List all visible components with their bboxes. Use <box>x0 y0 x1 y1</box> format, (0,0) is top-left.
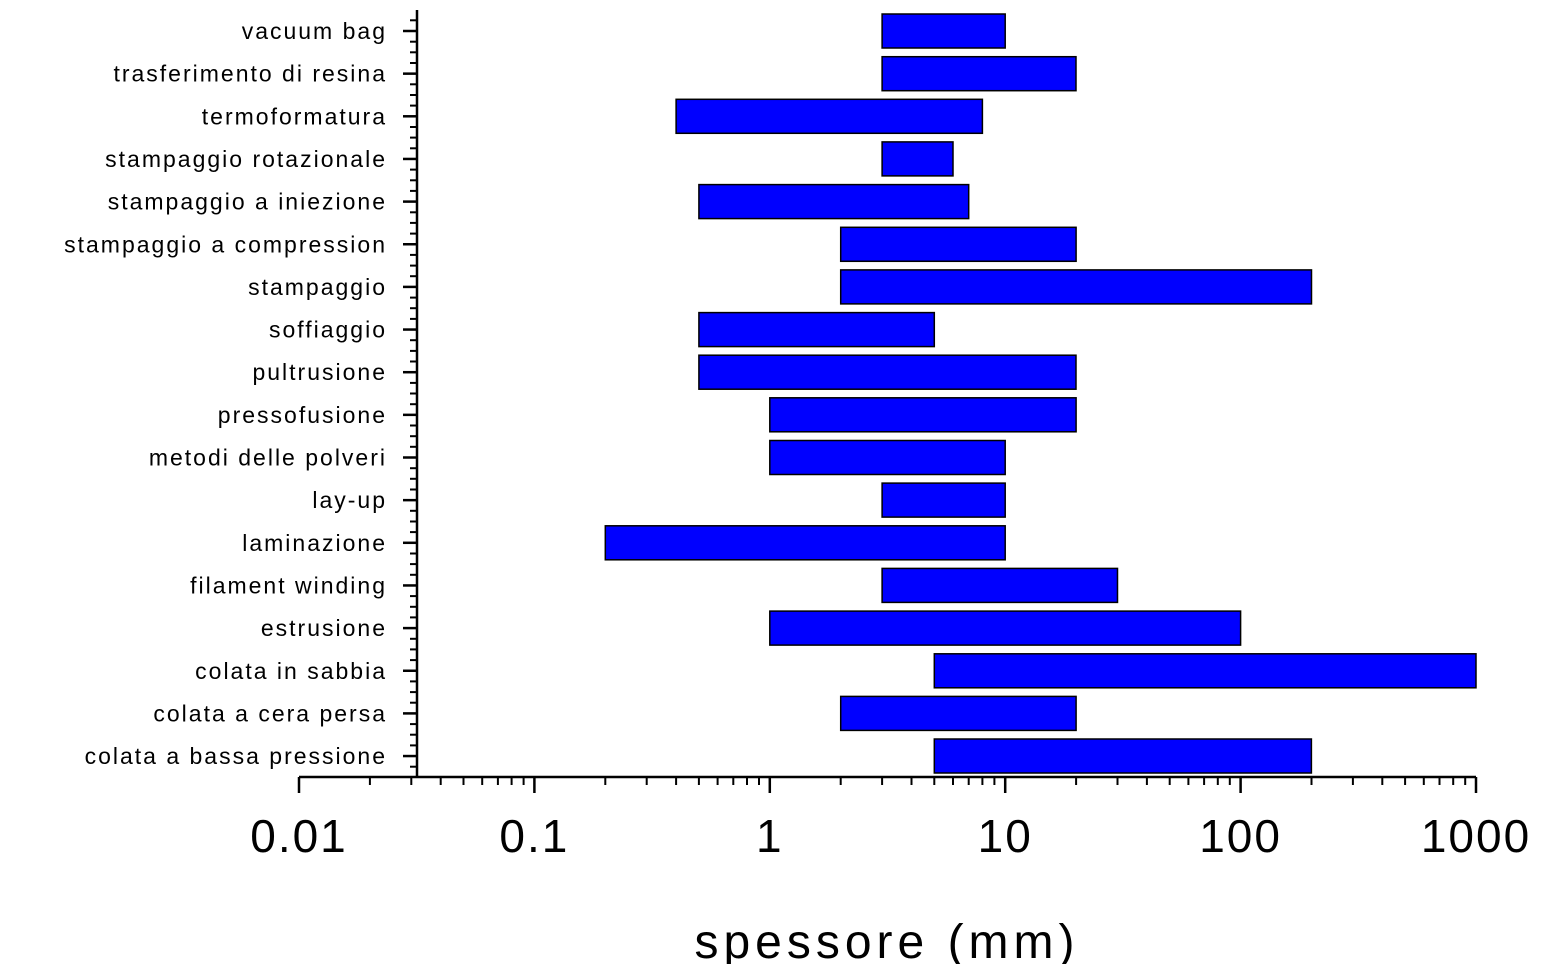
range-bar <box>839 226 1077 263</box>
range-bar <box>839 269 1313 305</box>
range-bar <box>881 141 954 177</box>
x-tick-label: 0.01 <box>250 810 348 862</box>
range-bar <box>933 738 1313 774</box>
category-label: estrusione <box>261 615 387 641</box>
axes-layer <box>297 10 1478 793</box>
category-label: pressofusione <box>218 402 387 428</box>
category-label: trasferimento di resina <box>113 61 387 87</box>
range-bar <box>698 311 936 348</box>
range-bar <box>933 653 1477 689</box>
x-tick-label: 0.1 <box>499 810 569 862</box>
category-label: pultrusione <box>252 359 387 385</box>
x-axis-title: spessore (mm) <box>694 916 1079 964</box>
range-bar <box>881 482 1006 518</box>
labels-layer: vacuum bag trasferimento di resina termofo… <box>64 18 1531 862</box>
category-label: stampaggio a compression <box>64 231 387 257</box>
category-label: lay-up <box>312 487 387 513</box>
range-bar <box>769 610 1242 646</box>
range-bar <box>769 397 1077 433</box>
category-label: laminazione <box>242 530 387 556</box>
range-bar <box>698 354 1077 390</box>
range-bar <box>604 525 1006 561</box>
x-tick-label: 100 <box>1199 810 1282 862</box>
range-bar <box>698 183 970 220</box>
range-bar <box>839 695 1077 732</box>
category-label: filament winding <box>190 572 387 598</box>
category-label: stampaggio rotazionale <box>105 146 387 172</box>
category-label: colata in sabbia <box>195 658 387 684</box>
range-bar <box>881 567 1119 604</box>
range-bar <box>881 13 1006 49</box>
category-label: stampaggio a iniezione <box>108 189 387 215</box>
category-label: metodi delle polveri <box>149 445 387 471</box>
x-tick-label: 1000 <box>1421 810 1531 862</box>
range-bar <box>675 98 984 135</box>
x-tick-label: 1 <box>756 810 784 862</box>
category-label: colata a cera persa <box>153 700 387 726</box>
category-label: termoformatura <box>202 103 387 129</box>
x-tick-label: 10 <box>978 810 1033 862</box>
range-bar <box>881 55 1077 92</box>
range-bar <box>769 439 1006 476</box>
category-label: soffiaggio <box>269 317 387 343</box>
category-label: vacuum bag <box>242 18 387 44</box>
category-label: stampaggio <box>248 274 387 300</box>
bars-layer <box>604 13 1477 774</box>
category-label: colata a bassa pressione <box>85 743 387 769</box>
